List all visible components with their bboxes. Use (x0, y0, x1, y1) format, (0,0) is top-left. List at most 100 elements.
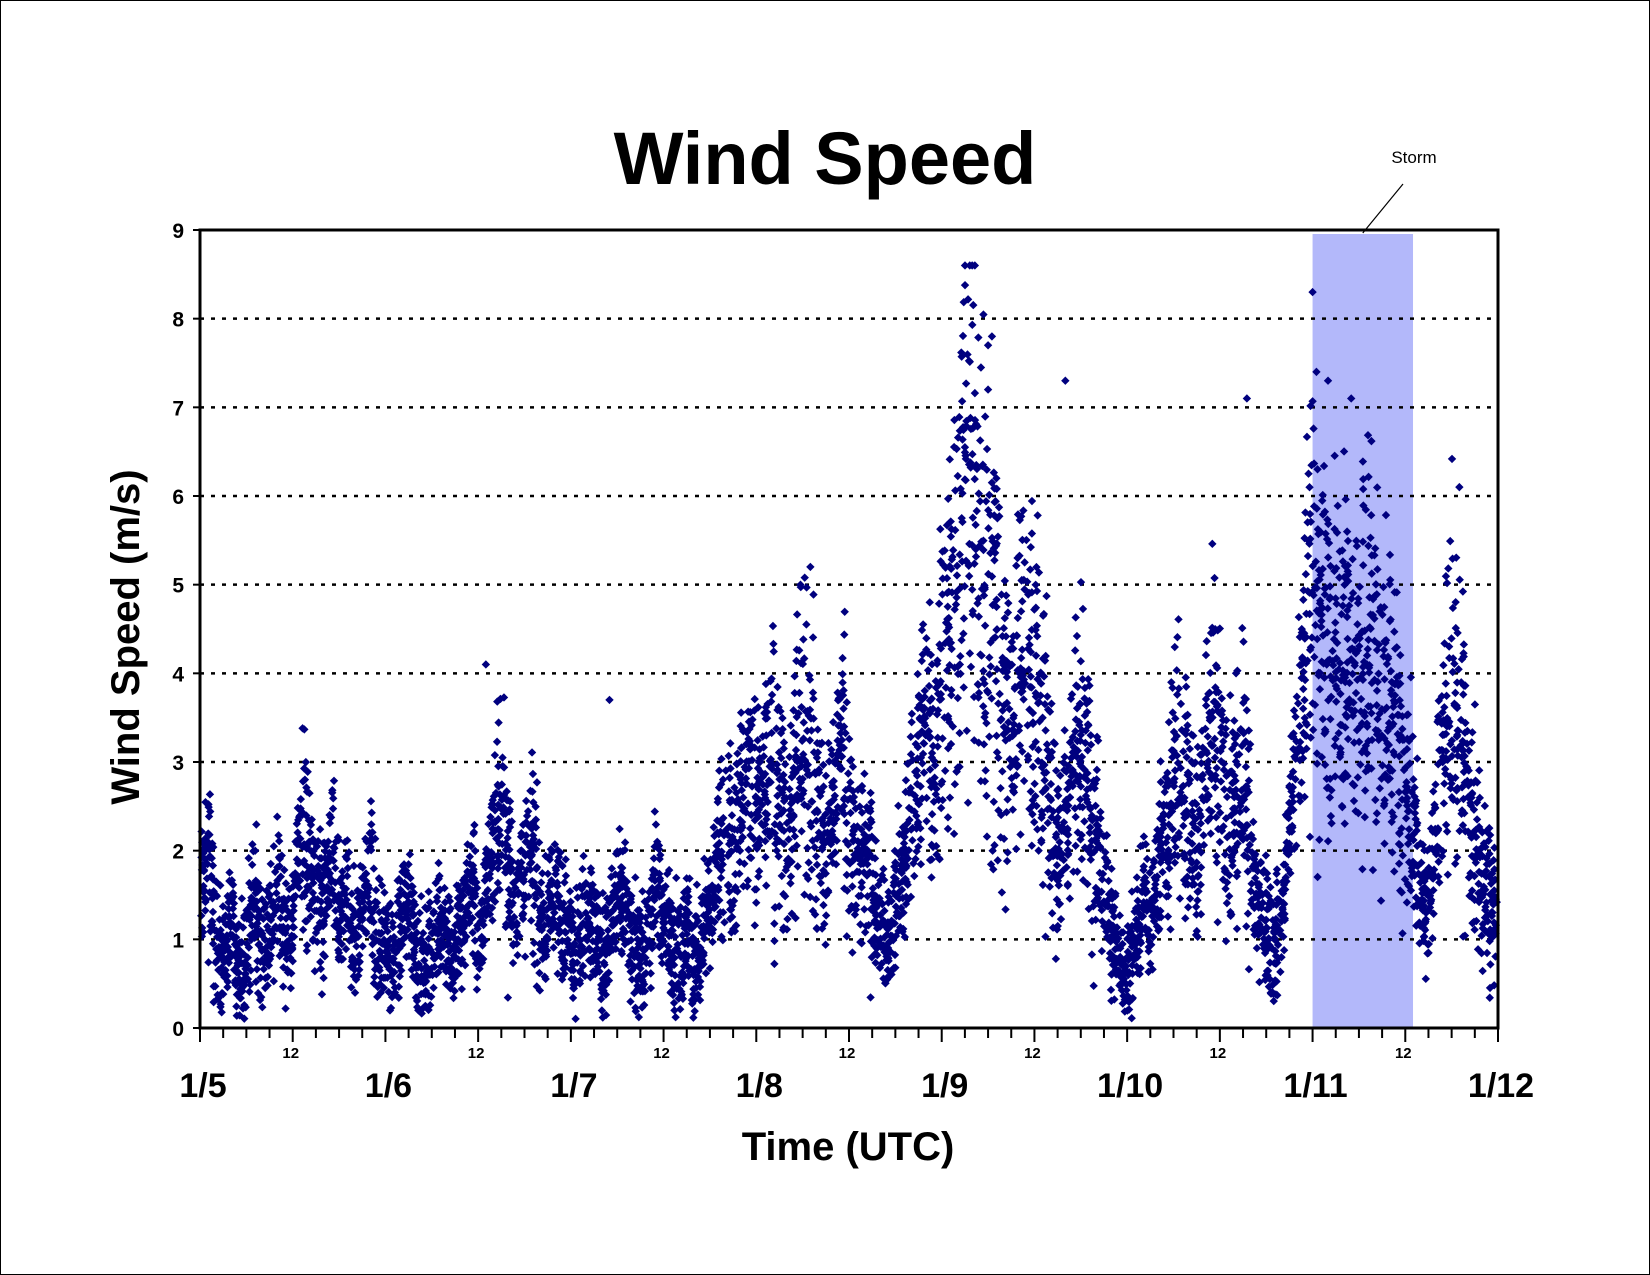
data-point (1232, 828, 1241, 837)
data-point (483, 861, 492, 870)
data-point (952, 767, 961, 776)
data-point (955, 412, 964, 422)
data-point (201, 797, 210, 807)
data-point (1286, 772, 1295, 781)
data-point (566, 965, 576, 975)
data-point (432, 970, 441, 979)
data-point (1312, 749, 1322, 758)
data-point (968, 320, 977, 330)
data-point (1164, 891, 1173, 901)
data-point (256, 926, 265, 936)
data-point (1187, 858, 1197, 868)
data-point (824, 804, 833, 814)
data-point (729, 896, 739, 906)
data-point (779, 738, 789, 747)
data-point (1324, 538, 1334, 548)
data-point (1228, 787, 1238, 797)
data-point (413, 1002, 422, 1012)
data-point (398, 940, 407, 949)
data-point (1053, 921, 1062, 931)
data-point (1004, 598, 1013, 608)
data-point (953, 693, 962, 703)
data-point (305, 828, 315, 837)
data-point (838, 678, 847, 687)
data-point (1281, 845, 1290, 855)
data-point (1072, 631, 1082, 641)
data-point (273, 902, 283, 911)
data-point (636, 937, 646, 946)
data-point (473, 973, 482, 982)
data-point (538, 905, 547, 914)
data-point (541, 950, 550, 959)
plot-layer (197, 228, 1501, 1030)
data-point (864, 835, 873, 844)
data-point (1206, 813, 1215, 822)
data-point (686, 936, 695, 945)
data-point (929, 756, 939, 765)
data-point (809, 694, 818, 703)
data-point (703, 908, 713, 917)
data-point (633, 934, 642, 944)
data-point (945, 455, 955, 464)
data-point (1084, 846, 1093, 856)
data-point (988, 600, 997, 610)
data-point (324, 898, 333, 908)
data-point (910, 791, 920, 800)
data-point (1145, 868, 1154, 877)
data-point (238, 923, 248, 932)
data-point (1247, 879, 1256, 888)
data-point (992, 595, 1001, 604)
data-point (232, 953, 241, 962)
data-point (243, 953, 252, 962)
data-point (1181, 726, 1191, 735)
data-point (257, 944, 267, 954)
data-point (417, 891, 426, 901)
data-point (979, 666, 988, 676)
data-point (466, 841, 476, 851)
data-point (759, 743, 768, 752)
data-point (1211, 683, 1220, 692)
data-point (506, 920, 515, 929)
data-point (1103, 858, 1112, 867)
data-point (558, 861, 567, 871)
data-point (1280, 915, 1289, 925)
data-point (779, 839, 789, 849)
data-point (470, 889, 480, 898)
data-point (470, 901, 479, 911)
data-point (996, 783, 1005, 793)
data-point (638, 887, 647, 896)
data-point (1081, 791, 1091, 801)
data-point (659, 919, 669, 928)
data-point (299, 764, 309, 773)
data-point (252, 965, 262, 974)
data-point (1085, 828, 1094, 838)
data-point (304, 869, 314, 879)
data-point (409, 954, 418, 963)
data-point (200, 834, 210, 843)
data-point (1041, 726, 1050, 735)
data-point (857, 878, 866, 887)
data-point (869, 895, 878, 905)
data-point (1210, 573, 1219, 583)
data-point (848, 856, 857, 865)
data-point (474, 951, 484, 960)
data-point (308, 835, 318, 844)
data-point (974, 594, 983, 603)
data-point (1164, 717, 1174, 727)
data-point (1033, 825, 1042, 834)
data-point (419, 947, 428, 956)
data-point (1107, 887, 1116, 896)
data-point (475, 964, 484, 973)
data-point (797, 827, 806, 836)
data-point (910, 871, 919, 881)
data-point (842, 932, 852, 941)
data-point (760, 769, 770, 779)
data-point (461, 904, 471, 913)
data-point (819, 819, 828, 828)
data-point (927, 660, 937, 669)
data-point (833, 736, 842, 745)
data-point (804, 858, 813, 867)
data-point (996, 716, 1005, 725)
data-point (781, 793, 791, 803)
data-point (1148, 911, 1157, 921)
